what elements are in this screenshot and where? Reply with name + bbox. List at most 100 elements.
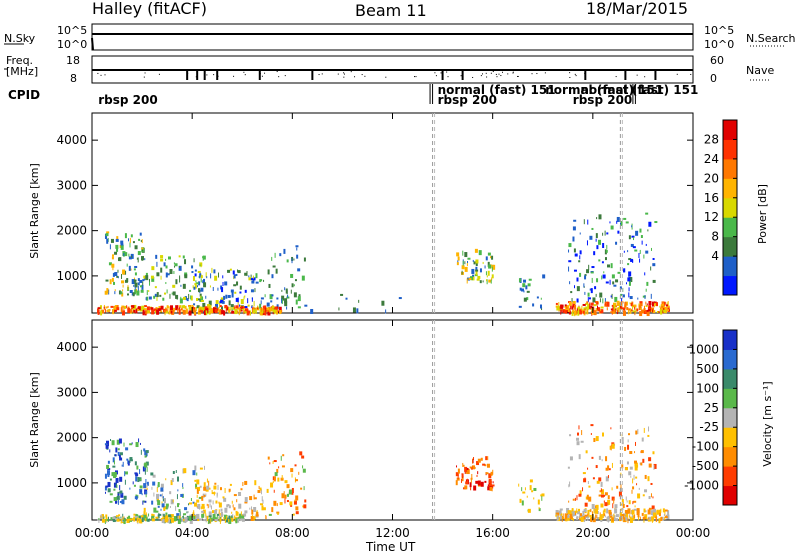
power-echo: [118, 290, 121, 295]
power-echo: [269, 294, 273, 300]
velocity-echo: [650, 510, 654, 516]
power-echo: [286, 306, 288, 310]
velocity-echo: [571, 512, 573, 516]
freq-label-1: Freq.: [6, 54, 34, 67]
velocity-echo: [602, 432, 605, 437]
velocity-echo: [188, 502, 192, 505]
velocity-echo: [637, 493, 641, 499]
power-echo: [587, 219, 589, 225]
nave-point: [485, 72, 487, 74]
velocity-echo: [629, 451, 633, 455]
velocity-echo: [145, 518, 147, 522]
power-echo: [200, 299, 204, 302]
velocity-echo: [197, 503, 201, 509]
power-echo: [235, 273, 238, 276]
velocity-colorbar-segment: [723, 407, 737, 428]
nave-point: [318, 74, 320, 76]
power-echo: [134, 282, 138, 288]
velocity-echo: [625, 516, 628, 521]
power-echo: [615, 241, 618, 245]
velocity-echo: [639, 516, 641, 520]
velocity-echo: [576, 432, 579, 436]
power-echo: [456, 262, 459, 266]
velocity-echo: [644, 489, 648, 493]
power-echo: [260, 297, 264, 300]
power-echo: [214, 309, 218, 314]
nave-point: [350, 71, 352, 73]
power-echo: [619, 286, 622, 290]
velocity-echo: [234, 515, 236, 520]
power-echo: [247, 308, 249, 312]
velocity-echo: [271, 507, 274, 513]
power-echo: [650, 266, 652, 271]
power-echo: [146, 306, 150, 311]
power-echo: [583, 283, 585, 288]
velocity-echo: [139, 442, 141, 445]
velocity-echo: [455, 480, 458, 486]
velocity-echo: [213, 491, 215, 496]
velocity-echo: [643, 427, 645, 433]
velocity-echo: [567, 515, 570, 521]
power-echo: [576, 298, 579, 303]
velocity-echo: [119, 457, 123, 461]
power-echo: [106, 288, 109, 292]
power-echo: [124, 233, 127, 239]
velocity-echo: [605, 456, 608, 462]
nsky-tick-top: 10^5: [57, 24, 88, 37]
nave-point: [460, 75, 462, 77]
velocity-echo: [576, 437, 580, 441]
power-echo: [267, 269, 270, 275]
velocity-echo: [128, 518, 132, 521]
velocity-echo: [624, 446, 627, 451]
velocity-echo: [241, 515, 245, 519]
velocity-echo: [593, 516, 595, 519]
power-echo: [252, 277, 256, 281]
velocity-echo: [185, 516, 188, 522]
power-echo: [239, 304, 241, 307]
power-echo: [234, 291, 237, 294]
power-echo: [298, 294, 301, 297]
velocity-echo: [176, 518, 179, 521]
power-echo: [248, 310, 251, 314]
power-echo: [131, 279, 135, 285]
velocity-echo: [640, 462, 643, 466]
velocity-echo: [540, 494, 543, 497]
velocity-echo: [162, 513, 164, 516]
power-echo: [97, 309, 100, 315]
power-echo: [635, 308, 637, 314]
power-echo: [195, 307, 197, 312]
power-echo: [568, 243, 572, 248]
velocity-echo: [587, 517, 589, 521]
power-echo: [573, 248, 576, 253]
velocity-echo: [210, 505, 212, 510]
velocity-colorbar-segment: [723, 330, 737, 350]
velocity-echo: [461, 476, 464, 482]
velocity-echo: [137, 477, 140, 483]
velocity-echo: [571, 514, 573, 519]
nave-point: [217, 75, 219, 77]
power-echo: [112, 266, 114, 271]
power-echo: [252, 309, 256, 314]
power-echo: [358, 299, 360, 303]
power-echo: [645, 288, 647, 292]
power-echo: [617, 310, 619, 315]
power-echo: [205, 310, 208, 314]
power-echo: [147, 310, 149, 314]
power-echo: [105, 306, 108, 309]
power-echo: [143, 305, 147, 308]
power-echo: [132, 241, 135, 244]
power-echo: [620, 222, 622, 225]
velocity-echo: [265, 516, 267, 520]
velocity-echo: [117, 451, 120, 456]
power-echo: [470, 276, 474, 281]
nave-point: [636, 74, 638, 76]
velocity-echo: [126, 458, 129, 461]
nave-point: [364, 75, 366, 77]
velocity-echo: [232, 504, 234, 508]
velocity-echo: [621, 513, 625, 519]
velocity-echo: [622, 503, 625, 508]
power-echo: [590, 302, 594, 306]
power-echo: [128, 265, 131, 271]
velocity-echo: [153, 492, 155, 497]
velocity-echo: [470, 466, 473, 470]
